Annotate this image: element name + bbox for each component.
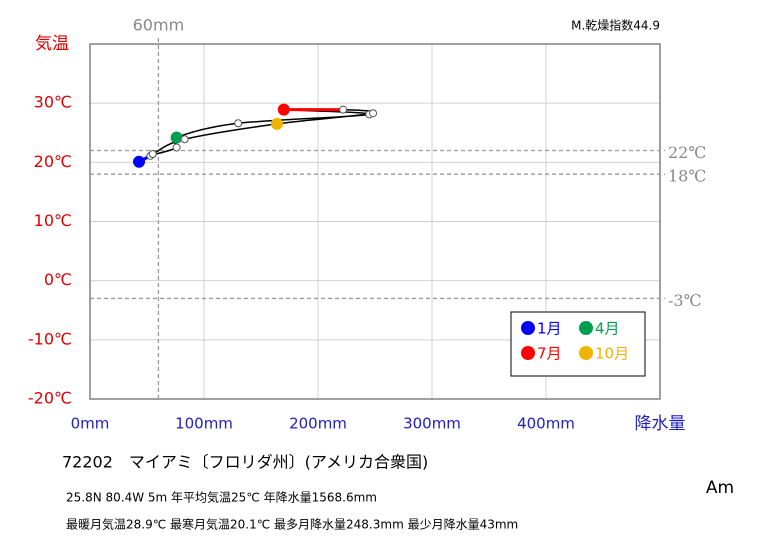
month-point xyxy=(172,143,181,152)
info-line: 最暖月気温28.9℃ 最寒月気温20.1℃ 最多月降水量248.3mm 最少月降… xyxy=(66,517,518,532)
x-tick-label: 300mm xyxy=(403,415,461,433)
x-tick-label: 0mm xyxy=(71,415,110,433)
plot-frame xyxy=(89,43,661,400)
y-tick-label: -20℃ xyxy=(28,389,72,408)
x-tick-label: 100mm xyxy=(175,415,233,433)
legend-label: 1月 xyxy=(537,320,562,338)
month-point xyxy=(234,119,243,128)
reference-label: -3℃ xyxy=(668,291,701,310)
legend-marker xyxy=(521,346,535,360)
y-axis-label: 気温 xyxy=(35,34,69,54)
x-tick-label: 400mm xyxy=(517,415,575,433)
annotation: M.乾燥指数44.9 xyxy=(571,18,660,33)
month-point-highlight xyxy=(277,103,290,116)
month-point xyxy=(339,105,348,114)
month-point-highlight xyxy=(133,155,146,168)
y-tick-label: 30℃ xyxy=(34,93,72,112)
legend-marker xyxy=(521,321,535,335)
month-point xyxy=(369,109,378,118)
station: 72202 マイアミ〔フロリダ州〕(アメリカ合衆国) xyxy=(62,453,428,472)
month-point xyxy=(148,150,157,159)
climate-class: Am xyxy=(706,478,734,498)
x-tick-label: 200mm xyxy=(289,415,347,433)
reference-label: 60mm xyxy=(133,16,185,35)
legend-label: 4月 xyxy=(595,320,620,338)
reference-label: 22℃ xyxy=(668,143,706,162)
y-tick-label: 10℃ xyxy=(34,211,72,230)
month-point-highlight xyxy=(270,117,283,130)
y-tick-label: 0℃ xyxy=(44,270,72,289)
legend-marker xyxy=(579,346,593,360)
month-point-highlight xyxy=(170,131,183,144)
legend-label: 10月 xyxy=(595,345,629,363)
reference-label: 18℃ xyxy=(668,167,706,186)
y-tick-label: 20℃ xyxy=(34,152,72,171)
legend-marker xyxy=(579,321,593,335)
legend-label: 7月 xyxy=(537,345,562,363)
legend-box xyxy=(510,311,646,377)
y-tick-label: -10℃ xyxy=(28,329,72,348)
x-axis-label: 降水量 xyxy=(635,414,686,434)
info-line: 25.8N 80.4W 5m 年平均気温25℃ 年降水量1568.6mm xyxy=(66,490,377,505)
month-point xyxy=(180,135,189,144)
